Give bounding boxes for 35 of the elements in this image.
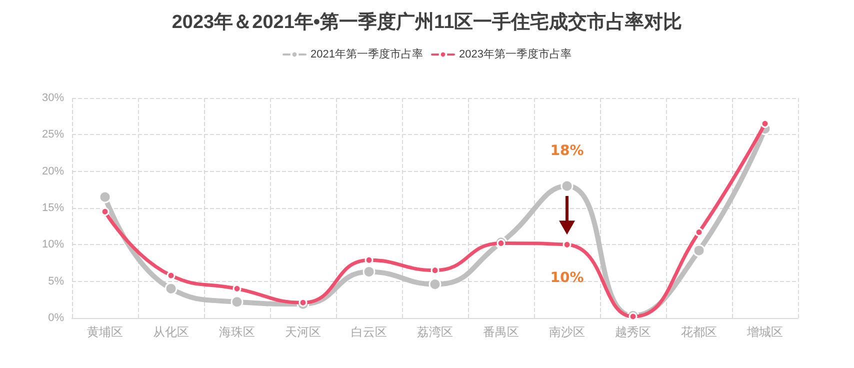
y-tick-label: 5% [48, 275, 64, 288]
x-tick-label: 从化区 [153, 325, 189, 339]
point [692, 244, 706, 257]
x-tick-label: 海珠区 [219, 325, 255, 339]
x-tick-label: 黄埔区 [87, 325, 123, 339]
point [694, 228, 704, 236]
point [496, 238, 506, 248]
point [98, 190, 112, 204]
point [298, 298, 308, 307]
x-tick-label: 荔湾区 [417, 325, 453, 339]
legend-label: 2023年第一季度市占率 [459, 48, 572, 60]
chart-title: 2023年＆2021年•第一季度广州11区一手住宅成交市占率对比 [172, 11, 682, 33]
data-label: 18% [550, 142, 584, 159]
x-tick-label: 越秀区 [615, 325, 651, 339]
y-tick-label: 0% [48, 312, 64, 324]
y-tick-label: 30% [42, 92, 64, 104]
y-tick-label: 10% [42, 238, 64, 251]
x-tick-label: 花都区 [681, 325, 717, 339]
point [166, 271, 176, 280]
point [628, 312, 638, 321]
y-tick-label: 25% [42, 128, 64, 141]
point [230, 296, 244, 308]
y-tick-label: 15% [42, 202, 64, 214]
point [428, 278, 442, 291]
x-tick-label: 番禺区 [483, 325, 519, 339]
legend-label: 2021年第一季度市占率 [310, 48, 424, 60]
x-tick-label: 天河区 [285, 325, 321, 339]
data-label: 10% [550, 270, 584, 286]
point [164, 282, 178, 295]
point [362, 266, 376, 278]
x-tick-label: 南沙区 [549, 325, 585, 339]
point [560, 180, 574, 192]
x-tick-label: 增城区 [746, 325, 783, 339]
x-tick-label: 白云区 [351, 325, 387, 339]
y-tick-label: 20% [42, 165, 64, 178]
